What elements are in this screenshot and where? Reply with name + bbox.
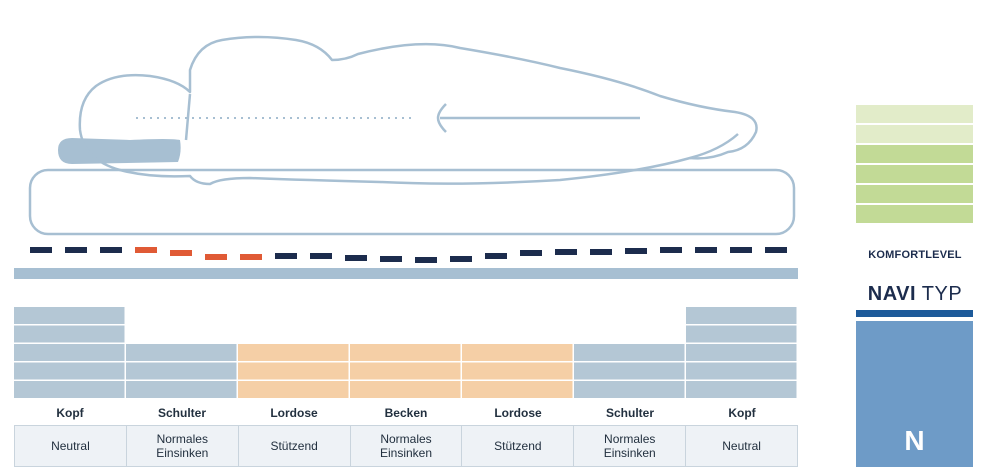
comfort-level-bars: [856, 105, 973, 223]
zone-labels: Kopf Schulter Lordose Becken Lordose Schulter…: [14, 404, 798, 422]
zone-label: Becken: [384, 406, 428, 420]
zone-description: Stützend: [462, 426, 575, 466]
navi-underline-bar: [856, 310, 973, 317]
navi-type-title: NAVI TYP: [856, 283, 974, 306]
support-dash: [520, 250, 542, 256]
zone-label: Kopf: [728, 406, 756, 420]
zone-block: [238, 381, 349, 398]
zone-description: Stützend: [239, 426, 351, 466]
comfort-level-segment: [856, 165, 973, 183]
zone-block: [14, 344, 125, 361]
zone-block: [462, 381, 573, 398]
support-dash: [415, 257, 437, 263]
zone-block: [238, 344, 349, 361]
support-dash: [240, 254, 262, 260]
support-dash: [100, 247, 122, 253]
support-dash: [590, 249, 612, 255]
comfort-level-segment: [856, 185, 973, 203]
zone-description: Neutral: [722, 439, 761, 453]
base-board: [14, 268, 798, 279]
support-dash: [765, 247, 787, 253]
support-dash: [205, 254, 227, 260]
navi-type-letter: N: [904, 425, 925, 456]
zone-block: [126, 381, 237, 398]
zone-description-table: Neutral Normales Einsinken Stützend Normale…: [14, 425, 798, 467]
zone-description: Normales Einsinken: [351, 426, 463, 466]
comfort-level-segment: [856, 205, 973, 223]
zone-block: [574, 362, 685, 380]
zone-block: [350, 362, 461, 380]
sleeper-silhouette: [78, 35, 758, 186]
support-dash: [275, 253, 297, 259]
support-dash: [625, 248, 647, 254]
zone-label: Lordose: [494, 406, 542, 420]
zone-block: [126, 362, 237, 380]
zone-blocks: [14, 307, 797, 398]
zone-block: [686, 325, 797, 343]
zone-block: [462, 362, 573, 380]
zone-label: Kopf: [56, 406, 84, 420]
support-dash: [380, 256, 402, 262]
comfort-level-segment: [856, 105, 973, 123]
navi-type-panel: [856, 321, 973, 467]
support-dash: [65, 247, 87, 253]
zone-block: [686, 344, 797, 361]
mattress-body: [28, 168, 796, 236]
comfort-level-segment: [856, 125, 973, 143]
zone-block: [686, 307, 797, 324]
support-dash: [485, 253, 507, 259]
support-dash: [730, 247, 752, 253]
comfort-level-segment: [856, 145, 973, 163]
zone-block: [686, 362, 797, 380]
zone-description: Neutral: [15, 426, 127, 466]
support-dash: [170, 250, 192, 256]
spine-arrow-head: [436, 103, 447, 133]
zone-description: Normales Einsinken: [574, 426, 687, 466]
support-dash: [30, 247, 52, 253]
zone-block: [238, 362, 349, 380]
navi-title-bold: NAVI: [867, 283, 917, 305]
support-dash: [310, 253, 332, 259]
support-dash: [345, 255, 367, 261]
zone-block: [126, 344, 237, 361]
zone-block: [686, 381, 797, 398]
pillow: [58, 138, 181, 164]
zone-block: [14, 325, 125, 343]
comfort-level-label: KOMFORTLEVEL: [868, 249, 962, 261]
arm-line: [184, 93, 192, 141]
support-dash: [695, 247, 717, 253]
zone-block: [14, 381, 125, 398]
zone-block: [350, 344, 461, 361]
support-dash-line: [30, 247, 787, 263]
zone-block: [574, 344, 685, 361]
zone-block: [574, 381, 685, 398]
support-dash: [450, 256, 472, 262]
support-dash: [135, 247, 157, 253]
zone-block: [350, 381, 461, 398]
zone-block: [14, 362, 125, 380]
zone-label: Schulter: [605, 406, 654, 420]
zone-description: Normales Einsinken: [127, 426, 239, 466]
zone-label: Schulter: [157, 406, 206, 420]
support-dash: [660, 247, 682, 253]
zone-block: [14, 307, 125, 324]
knee-line: [689, 133, 739, 160]
support-dash: [555, 249, 577, 255]
zone-label: Lordose: [270, 406, 318, 420]
zone-block: [462, 344, 573, 361]
navi-title-light: TYP: [921, 283, 963, 305]
